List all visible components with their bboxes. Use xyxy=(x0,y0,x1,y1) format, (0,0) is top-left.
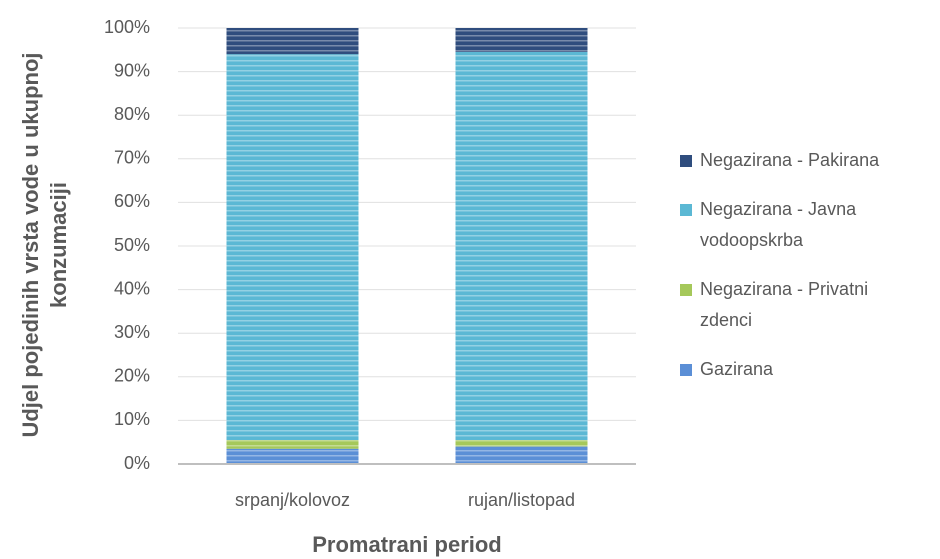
y-tick-label: 70% xyxy=(114,148,150,168)
y-tick-label: 60% xyxy=(114,191,150,211)
y-tick-label: 50% xyxy=(114,235,150,255)
legend-swatch xyxy=(680,284,692,296)
bar-texture xyxy=(455,28,588,52)
legend-swatch xyxy=(680,364,692,376)
y-axis-title: Udjel pojedinih vrsta vode u ukupnoj kon… xyxy=(18,52,71,438)
bar-texture xyxy=(455,446,588,464)
legend-label: Gazirana xyxy=(700,359,774,379)
legend-item: Negazirana - Javna vodoopskrba xyxy=(680,194,915,256)
bar-texture xyxy=(226,54,359,441)
x-tick-label: rujan/listopad xyxy=(468,490,575,510)
legend-item: Gazirana xyxy=(680,354,915,385)
bar-texture xyxy=(455,440,588,447)
y-tick-label: 30% xyxy=(114,322,150,342)
y-tick-label: 20% xyxy=(114,366,150,386)
y-tick-label: 0% xyxy=(124,453,150,473)
y-tick-label: 100% xyxy=(104,17,150,37)
x-tick-label: srpanj/kolovoz xyxy=(235,490,350,510)
legend-label: Negazirana - Javna vodoopskrba xyxy=(700,199,857,250)
y-tick-label: 80% xyxy=(114,104,150,124)
y-tick-label: 40% xyxy=(114,278,150,298)
bar-texture xyxy=(226,440,359,449)
legend-item: Negazirana - Privatni zdenci xyxy=(680,274,915,336)
x-axis-title: Promatrani period xyxy=(312,532,502,557)
y-tick-label: 90% xyxy=(114,60,150,80)
legend-swatch xyxy=(680,155,692,167)
bar-texture xyxy=(226,448,359,464)
legend-label: Negazirana - Privatni zdenci xyxy=(700,279,869,330)
y-tick-label: 10% xyxy=(114,409,150,429)
bar-texture xyxy=(226,28,359,55)
legend: Negazirana - Pakirana Negazirana - Javna … xyxy=(680,145,920,403)
bar-texture xyxy=(455,51,588,441)
legend-item: Negazirana - Pakirana xyxy=(680,145,915,176)
legend-label: Negazirana - Pakirana xyxy=(700,150,880,170)
legend-swatch xyxy=(680,204,692,216)
